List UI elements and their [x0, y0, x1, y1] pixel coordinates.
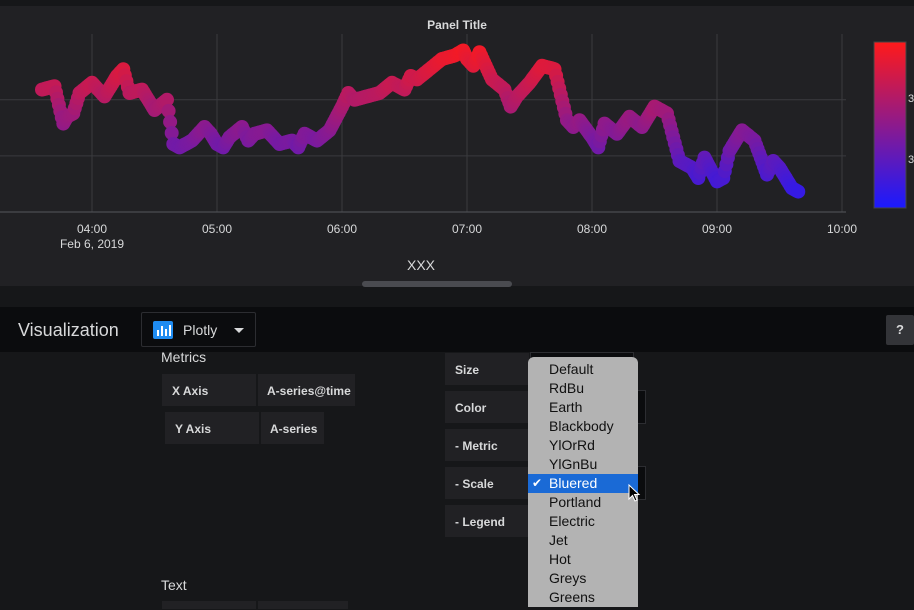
panel-title[interactable]: Panel Title [427, 18, 487, 32]
x-date-label: Feb 6, 2019 [60, 237, 124, 251]
scale-option-ylgnbu[interactable]: YlGnBu [549, 456, 598, 472]
x-tick-label: 07:00 [452, 222, 482, 236]
visualization-picker[interactable]: Plotly [141, 312, 256, 347]
caret-down-icon [234, 328, 244, 333]
visualization-picker-label: Plotly [183, 322, 218, 338]
scale-option-rdbu[interactable]: RdBu [549, 380, 585, 396]
x-tick-label: 10:00 [827, 222, 857, 236]
scale-option-greens[interactable]: Greens [549, 589, 595, 605]
trace-marker [164, 126, 179, 140]
y-axis-label: Y Axis [164, 411, 260, 445]
colorbar-label-low: 3 [908, 154, 914, 166]
scale-label: - Scale [444, 466, 530, 500]
metric-label: - Metric [444, 428, 530, 462]
trace-marker [163, 114, 178, 129]
x-axis-select[interactable]: A-series@time [257, 373, 356, 407]
x-tick-label: 04:00 [77, 222, 107, 236]
mouse-pointer-icon [628, 484, 641, 502]
scale-option-bluered-label: Bluered [549, 475, 598, 491]
scale-option-earth[interactable]: Earth [549, 399, 583, 415]
x-tick-label: 05:00 [202, 222, 232, 236]
scale-option-ylorrd[interactable]: YlOrRd [549, 437, 595, 453]
visualization-title: Visualization [18, 320, 119, 340]
scale-option-bluered[interactable]: ✔ Bluered [528, 474, 638, 493]
scale-option-portland[interactable]: Portland [549, 494, 602, 510]
x-tick-label: 08:00 [577, 222, 607, 236]
checkmark-icon: ✔ [532, 476, 543, 490]
visualization-header: Visualization Plotly ? [0, 307, 914, 352]
text-row-label [161, 600, 257, 610]
legend-label: - Legend [444, 504, 530, 538]
text-row-value[interactable] [257, 600, 349, 610]
scale-option-hot[interactable]: Hot [549, 551, 571, 567]
trace-marker [160, 92, 174, 107]
plotly-chart-icon [153, 321, 173, 339]
graph-panel: Panel Title 04:00 05:00 06:00 07:00 08:00 09:… [0, 6, 914, 287]
chart-trace [35, 43, 806, 199]
trace-marker [791, 184, 806, 199]
scale-option-electric[interactable]: Electric [549, 513, 595, 529]
colorbar [873, 41, 907, 209]
size-label: Size [444, 352, 530, 386]
help-button[interactable]: ? [886, 315, 914, 345]
plotly-chart[interactable]: 04:00 05:00 06:00 07:00 08:00 09:00 10:00 Feb … [0, 6, 914, 286]
x-axis-title: XXX [407, 257, 436, 273]
scale-option-jet[interactable]: Jet [549, 532, 568, 548]
scale-option-default[interactable]: Default [549, 361, 594, 377]
text-heading: Text [161, 577, 187, 593]
x-tick-label: 09:00 [702, 222, 732, 236]
scale-option-greys[interactable]: Greys [549, 570, 587, 586]
trace-marker [161, 103, 176, 118]
scale-option-blackbody[interactable]: Blackbody [549, 418, 614, 434]
x-axis-label: X Axis [161, 373, 257, 407]
x-tick-labels: 04:00 05:00 06:00 07:00 08:00 09:00 10:00 [77, 222, 857, 236]
panel-resize-handle[interactable] [362, 281, 512, 287]
colorbar-label-high: 3 [908, 93, 914, 105]
scale-dropdown-menu[interactable]: Default RdBu Earth Blackbody YlOrRd YlGn… [528, 357, 638, 607]
y-axis-select[interactable]: A-series [260, 411, 325, 445]
color-label: Color [444, 390, 530, 424]
metrics-heading: Metrics [161, 349, 207, 365]
x-tick-label: 06:00 [327, 222, 357, 236]
